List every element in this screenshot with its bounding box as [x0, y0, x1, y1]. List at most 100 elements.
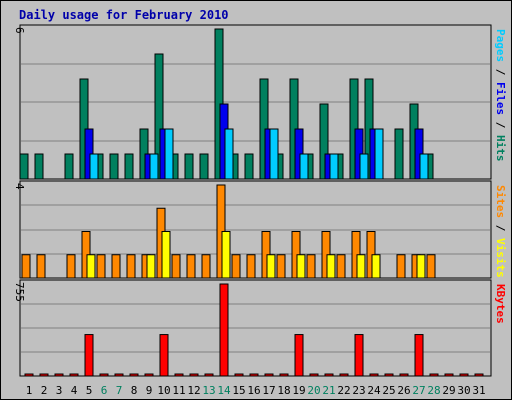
bar-hits-day-26: [394, 128, 404, 180]
day-label-16: 16: [247, 384, 260, 397]
bar-kbytes-day-5: [84, 334, 94, 377]
legend-entry: /: [494, 218, 507, 238]
ymax-label-pages-files-hits: 6: [13, 27, 26, 34]
bar-visits-day-21: [326, 254, 336, 279]
day-label-3: 3: [56, 384, 63, 397]
day-label-9: 9: [146, 384, 153, 397]
bar-hits-day-21: [319, 103, 329, 180]
day-label-12: 12: [187, 384, 200, 397]
bar-pages-day-23: [359, 153, 369, 180]
day-label-28: 28: [427, 384, 440, 397]
bar-kbytes-day-9: [144, 373, 154, 377]
bar-kbytes-day-19: [294, 334, 304, 377]
bar-sites-day-15: [231, 254, 241, 279]
bar-sites-day-1: [21, 254, 31, 279]
bar-kbytes-day-18: [279, 373, 289, 377]
bar-sites-day-22: [336, 254, 346, 279]
bar-sites-day-16: [246, 254, 256, 279]
bar-sites-day-28: [426, 254, 436, 279]
bar-pages-day-10: [164, 128, 174, 180]
bar-visits-day-27: [416, 254, 426, 279]
bar-hits-day-12: [184, 153, 194, 180]
bar-sites-day-20: [306, 254, 316, 279]
bar-kbytes-day-23: [354, 334, 364, 377]
legend-entry: Visits: [494, 238, 507, 278]
day-label-7: 7: [116, 384, 123, 397]
bar-visits-day-14: [221, 231, 231, 279]
bar-sites-day-7: [111, 254, 121, 279]
legend-entry: /: [494, 62, 507, 82]
bar-kbytes-day-2: [39, 373, 49, 377]
bar-kbytes-day-1: [24, 373, 34, 377]
bar-pages-day-5: [89, 153, 99, 180]
bar-sites-day-2: [36, 254, 46, 279]
bar-pages-day-17: [269, 128, 279, 180]
bar-kbytes-day-17: [264, 373, 274, 377]
bar-hits-day-10: [154, 53, 164, 180]
day-label-10: 10: [157, 384, 170, 397]
bar-sites-day-13: [201, 254, 211, 279]
day-label-18: 18: [277, 384, 290, 397]
day-label-6: 6: [101, 384, 108, 397]
bar-kbytes-day-22: [339, 373, 349, 377]
day-label-23: 23: [352, 384, 365, 397]
day-label-17: 17: [262, 384, 275, 397]
day-label-4: 4: [71, 384, 78, 397]
bar-visits-day-9: [146, 254, 156, 279]
bar-pages-day-9: [149, 153, 159, 180]
bar-pages-day-27: [419, 153, 429, 180]
bar-kbytes-day-21: [324, 373, 334, 377]
bar-kbytes-day-11: [174, 373, 184, 377]
bar-visits-day-23: [356, 254, 366, 279]
bar-kbytes-day-26: [399, 373, 409, 377]
day-label-5: 5: [86, 384, 93, 397]
ymax-label-sites-visits: 4: [13, 183, 26, 190]
day-label-21: 21: [322, 384, 335, 397]
day-label-19: 19: [292, 384, 305, 397]
bar-kbytes-day-6: [99, 373, 109, 377]
bar-hits-day-1: [19, 153, 29, 180]
bar-hits-day-2: [34, 153, 44, 180]
bar-kbytes-day-15: [234, 373, 244, 377]
bar-kbytes-day-8: [129, 373, 139, 377]
bar-pages-day-19: [299, 153, 309, 180]
legend-kbytes: KBytes: [494, 284, 507, 324]
day-label-15: 15: [232, 384, 245, 397]
legend-sites-visits: Sites / Visits: [494, 185, 507, 278]
legend-entry: Files: [494, 82, 507, 115]
bar-kbytes-day-12: [189, 373, 199, 377]
bar-kbytes-day-27: [414, 334, 424, 377]
bar-pages-day-14: [224, 128, 234, 180]
bar-kbytes-day-24: [369, 373, 379, 377]
day-label-30: 30: [457, 384, 470, 397]
bar-sites-day-26: [396, 254, 406, 279]
day-label-22: 22: [337, 384, 350, 397]
legend-entry: Hits: [494, 135, 507, 162]
bar-visits-day-19: [296, 254, 306, 279]
bar-hits-day-16: [244, 153, 254, 180]
day-label-20: 20: [307, 384, 320, 397]
day-label-24: 24: [367, 384, 381, 397]
bar-kbytes-day-28: [429, 373, 439, 377]
bar-hits-day-13: [199, 153, 209, 180]
bar-kbytes-day-16: [249, 373, 259, 377]
bar-visits-day-5: [86, 254, 96, 279]
bar-sites-day-11: [171, 254, 181, 279]
ymax-label-kbytes: 755: [13, 282, 26, 302]
day-label-29: 29: [442, 384, 455, 397]
bar-sites-day-12: [186, 254, 196, 279]
bar-kbytes-day-14: [219, 283, 229, 377]
legend-pages-files-hits: Pages / Files / Hits: [494, 29, 507, 162]
bar-sites-day-6: [96, 254, 106, 279]
bar-kbytes-day-25: [384, 373, 394, 377]
bar-kbytes-day-4: [69, 373, 79, 377]
day-label-27: 27: [412, 384, 425, 397]
day-label-31: 31: [472, 384, 485, 397]
bar-visits-day-17: [266, 254, 276, 279]
chart-title: Daily usage for February 2010: [19, 8, 229, 22]
day-label-13: 13: [202, 384, 215, 397]
bar-kbytes-day-3: [54, 373, 64, 377]
day-label-2: 2: [41, 384, 48, 397]
bar-visits-day-10: [161, 231, 171, 279]
